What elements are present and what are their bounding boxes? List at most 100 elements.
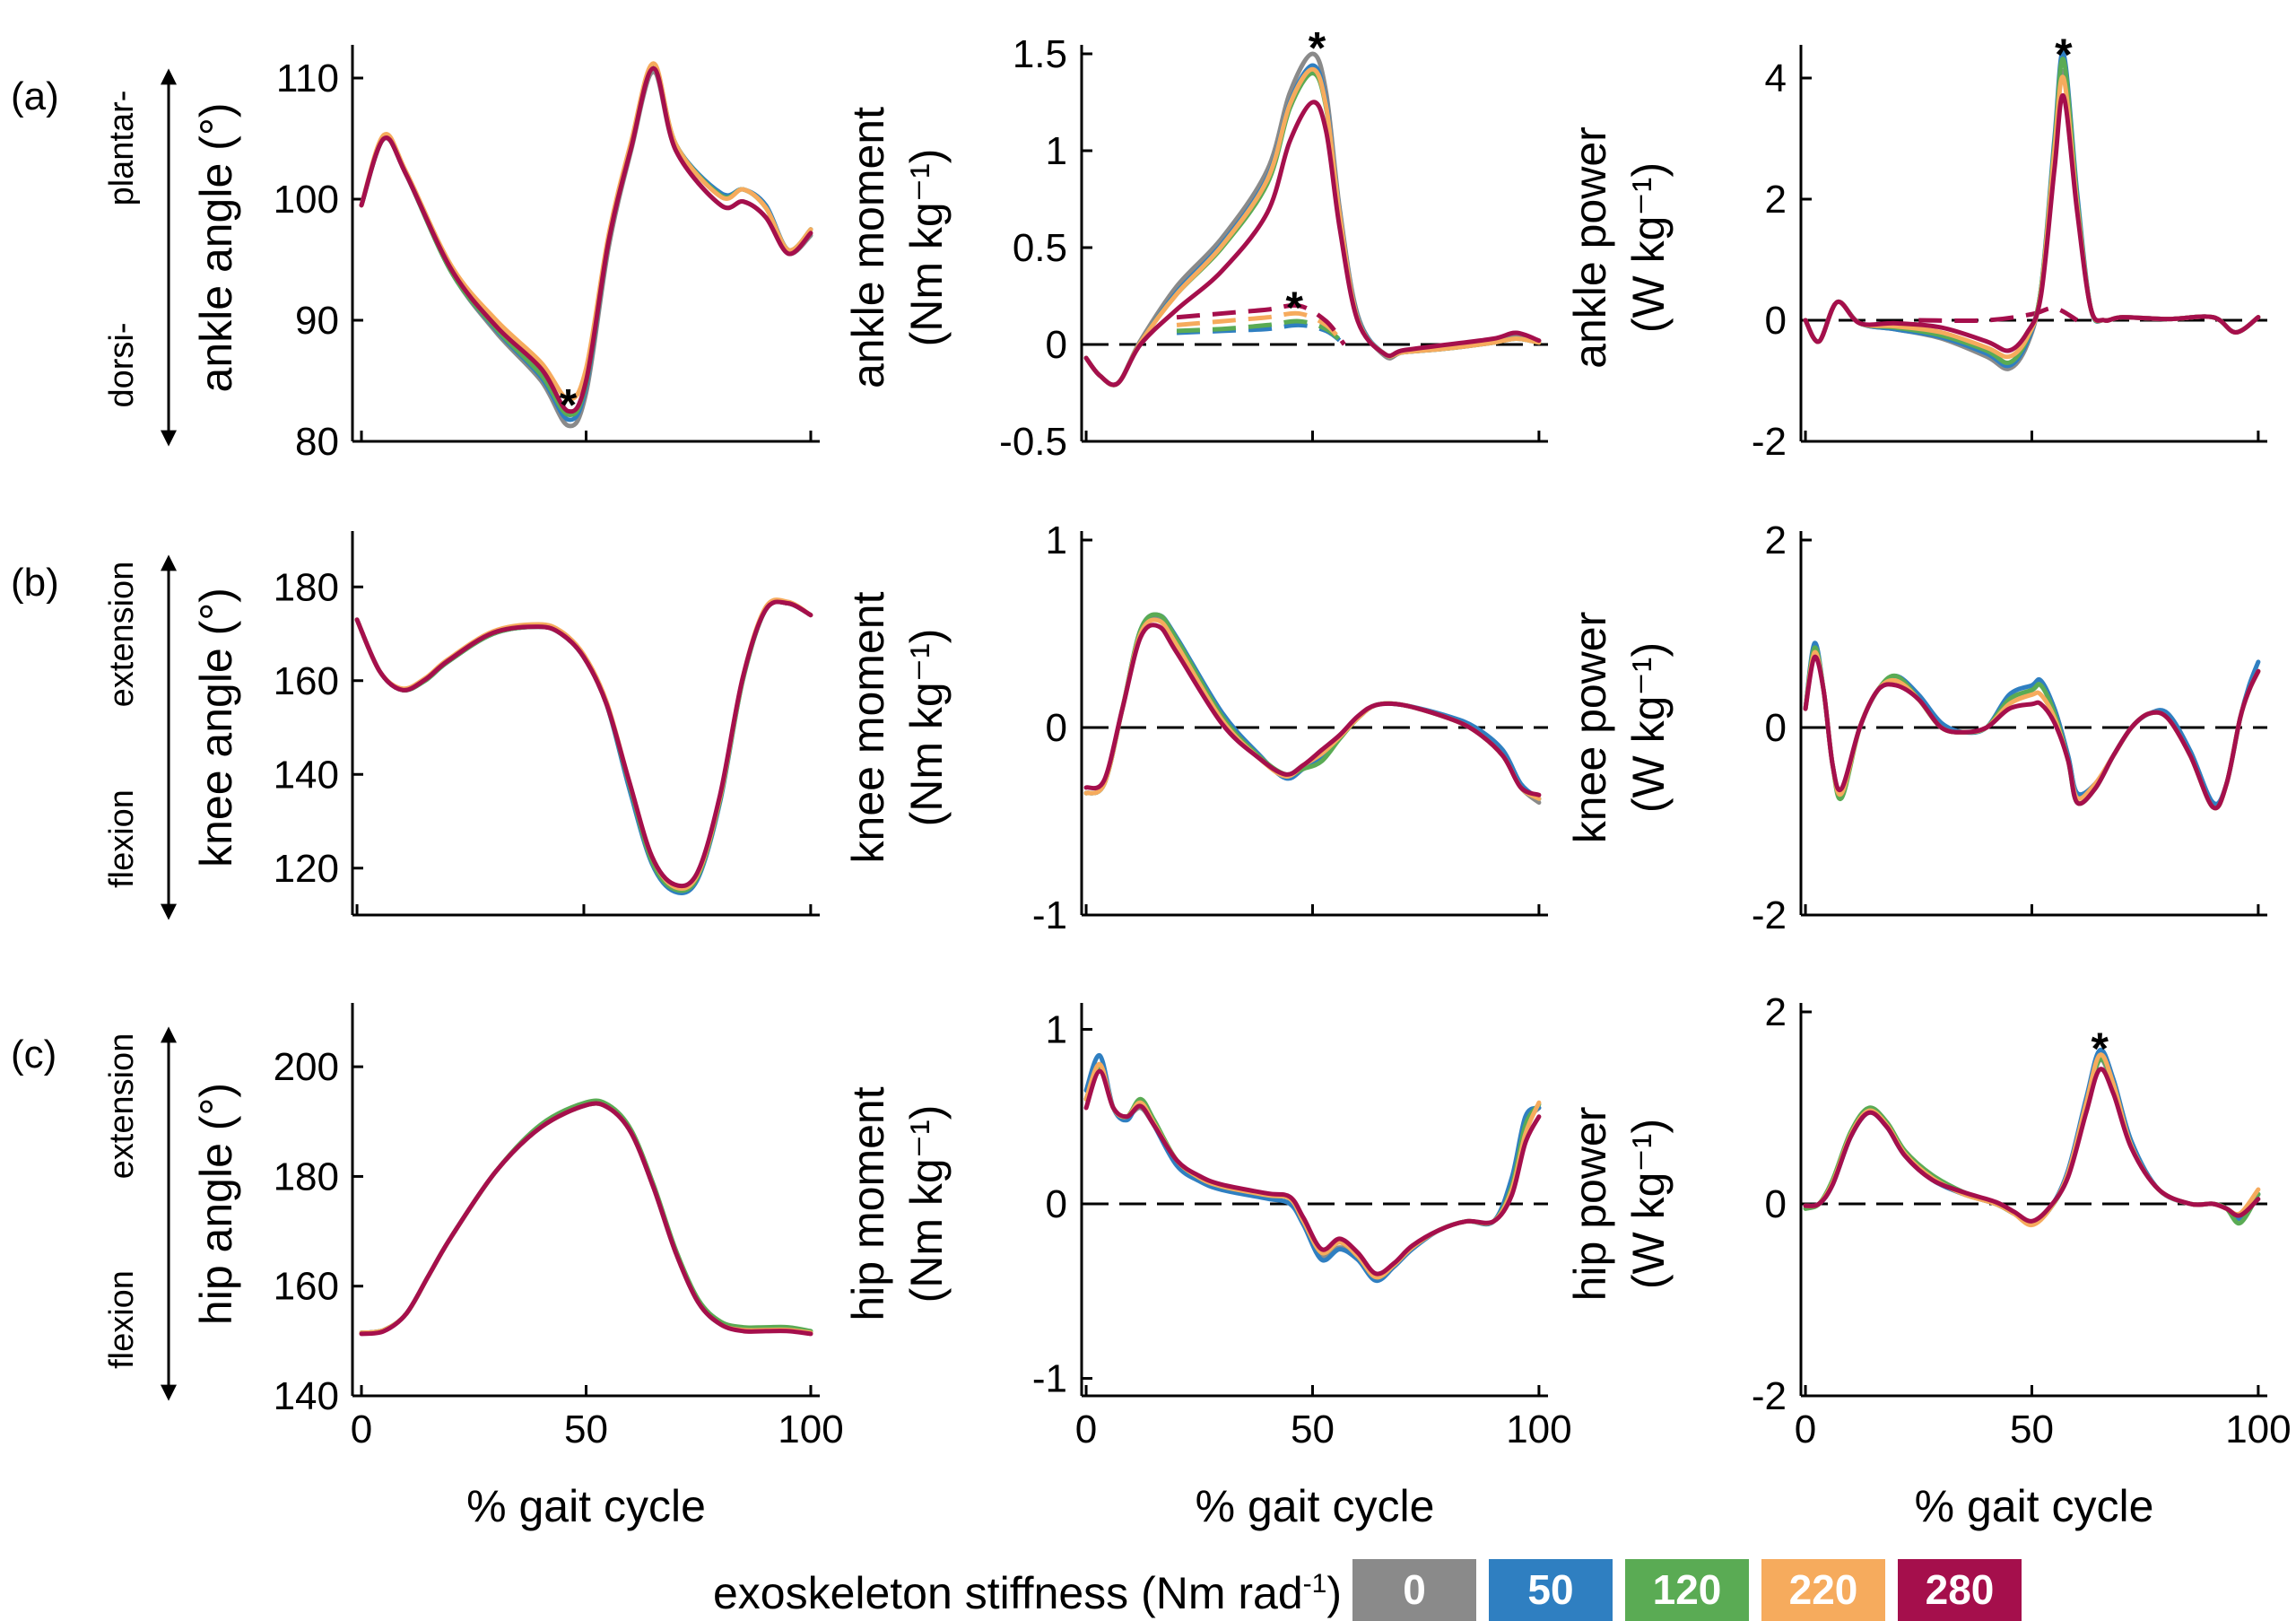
y-tick-label: 0 [1765,706,1787,750]
y-axis-title: knee moment [843,591,893,863]
y-axis-units: (W kg⁻¹) [1623,162,1674,333]
series-line-50 [1083,63,1542,388]
series-line-50 [354,599,813,895]
y-tick-label: 0.5 [1013,226,1067,270]
series-line-280 [1803,1067,2261,1224]
y-axis-title: knee power [1565,612,1615,844]
series-line-50 [1803,1047,2261,1225]
panel-ankle-angle: 80 90 100 110 ankle angle (°) (a) plantar-dors… [11,45,820,464]
panel-knee-moment: -1 0 1 knee moment (Nm kg⁻¹) [843,519,1548,937]
y-tick-label: 0 [1765,1182,1787,1226]
direction-label-bottom: flexion [103,789,141,888]
y-tick-label: 1 [1046,129,1067,173]
y-tick-label: 200 [274,1045,339,1089]
y-tick-label: 1 [1046,1007,1067,1051]
x-tick-label: 50 [2010,1407,2054,1451]
legend-swatch-label: 0 [1403,1566,1426,1613]
y-axis-title: hip angle (°) [191,1083,241,1325]
y-tick-label: 2 [1765,178,1787,222]
significance-star: * [2091,1024,2109,1074]
y-tick-label: 140 [274,1374,339,1418]
panel-hip-angle: 140 160 180 200 0 50 100 % gait cycle hip angle … [11,1003,844,1531]
y-tick-label: 0 [1046,706,1067,750]
dashed-series-220 [1176,310,1346,346]
series-line-220 [359,1101,813,1336]
series-line-0 [359,1101,813,1336]
series-line-0 [354,599,813,893]
panel-ankle-moment: -0.5 0 0.5 1 1.5 ankle moment (Nm kg⁻¹) * * [843,23,1548,464]
series-line-220 [359,61,813,402]
x-tick-label: 0 [351,1407,372,1451]
dashed-series-280 [1918,305,2079,323]
direction-label-top: plantar- [103,91,141,206]
y-tick-label: -2 [1752,893,1787,937]
direction-label-top: extension [103,562,141,708]
y-tick-label: 110 [276,57,339,100]
series-line-220 [354,597,813,891]
y-tick-label: 2 [1765,990,1787,1034]
significance-star: * [1286,283,1304,333]
x-tick-label: 50 [564,1407,608,1451]
direction-label-bottom: flexion [103,1270,141,1369]
series-line-50 [359,1101,813,1336]
series-line-280 [1083,623,1542,797]
y-tick-label: -1 [1032,893,1067,937]
row-label: (c) [11,1033,57,1076]
legend-swatch-120: 120 [1625,1559,1749,1621]
series-line-0 [1803,1057,2261,1225]
legend-swatch-label: 120 [1653,1566,1722,1613]
series-line-280 [1803,654,2261,811]
series-line-280 [1083,100,1542,388]
y-tick-label: 0 [1046,1182,1067,1226]
series-line-120 [359,1098,813,1336]
y-axis-units: (Nm kg⁻¹) [901,1105,952,1303]
y-tick-label: 180 [274,565,339,609]
legend-swatch-box [1898,1559,2022,1621]
y-tick-label: 80 [295,420,339,464]
y-tick-label: 0 [1765,299,1787,343]
direction-label-bottom: dorsi- [103,322,141,407]
significance-star: * [1309,23,1326,74]
y-tick-label: 180 [274,1155,339,1198]
series-line-280 [1083,1068,1542,1277]
x-axis-title: % gait cycle [1915,1481,2154,1531]
y-tick-label: 1.5 [1013,32,1067,76]
row-label: (a) [11,74,59,118]
legend-title-text: exoskeleton stiffness (Nm rad [713,1568,1303,1618]
y-tick-label: 1 [1046,519,1067,562]
y-tick-label: 100 [274,178,339,222]
series-line-220 [1803,649,2261,811]
x-tick-label: 0 [1795,1407,1816,1451]
series-line-50 [1083,612,1542,801]
x-axis-title: % gait cycle [1196,1481,1435,1531]
series-line-220 [1083,66,1542,388]
y-tick-label: 140 [274,753,339,797]
x-tick-label: 50 [1291,1407,1335,1451]
y-tick-label: -1 [1032,1357,1067,1401]
y-tick-label: 0 [1046,323,1067,367]
y-axis-title: ankle power [1565,126,1615,369]
series-line-0 [1083,615,1542,806]
y-axis-units: (Nm kg⁻¹) [901,629,952,827]
y-tick-label: -2 [1752,420,1787,464]
legend-swatch-0: 0 [1352,1559,1476,1621]
y-tick-label: 120 [274,847,339,891]
y-axis-title: knee angle (°) [191,588,241,867]
y-axis-units: (W kg⁻¹) [1623,1119,1674,1289]
legend-title: exoskeleton stiffness (Nm rad-1) [713,1568,1342,1618]
y-axis-title: ankle moment [843,107,893,388]
y-axis-units: (Nm kg⁻¹) [901,149,952,347]
x-tick-label: 100 [778,1407,843,1451]
y-tick-label: 4 [1765,57,1787,100]
series-line-280 [359,1101,813,1337]
legend-swatch-280: 280 [1898,1559,2022,1621]
legend-title-sup: -1 [1303,1569,1327,1599]
y-axis-title: hip moment [843,1086,893,1320]
y-axis-title: ankle angle (°) [191,103,241,393]
row-label: (b) [11,561,59,605]
legend-swatch-50: 50 [1489,1559,1613,1621]
